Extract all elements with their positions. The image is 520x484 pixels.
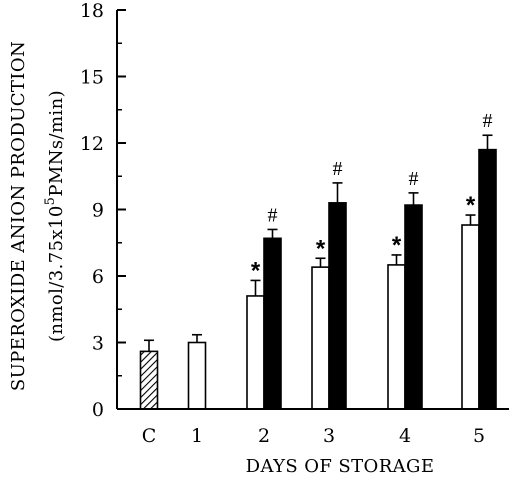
y-axis-title-line1: SUPEROXIDE ANION PRODUCTION <box>8 41 29 391</box>
x-category-label: 1 <box>191 425 203 447</box>
bar-filled <box>263 237 282 410</box>
bar-open <box>387 264 406 410</box>
significance-star-marker: * <box>392 232 402 259</box>
bar-open <box>461 224 480 410</box>
y-tick-label: 18 <box>80 0 104 22</box>
bar-open <box>187 341 207 410</box>
x-category-label: 2 <box>258 425 270 447</box>
x-category-label: 3 <box>323 425 335 447</box>
bar-open <box>246 295 265 410</box>
bar-filled <box>478 148 497 410</box>
significance-hash-marker: # <box>333 158 343 180</box>
significance-hash-marker: # <box>268 204 278 226</box>
bar-filled <box>404 204 423 410</box>
y-tick-label: 15 <box>80 67 104 89</box>
y-tick-label: 3 <box>92 333 104 355</box>
bar-filled <box>328 202 347 410</box>
significance-star-marker: * <box>466 192 476 219</box>
x-category-label: C <box>142 425 157 447</box>
y-tick-label: 9 <box>92 200 104 222</box>
y-tick-label: 0 <box>92 399 104 421</box>
y-axis-ticks: 0 3 6 9 12 15 18 <box>80 0 126 421</box>
bar-hatched <box>139 350 159 410</box>
bar-open <box>311 266 330 410</box>
bars: * # * # * # * # <box>117 110 509 410</box>
y-axis-title: SUPEROXIDE ANION PRODUCTION (nmol/3.75x1… <box>8 41 67 391</box>
y-axis-title-line2: (nmol/3.75x105PMNs/min) <box>43 90 67 342</box>
x-axis-title: DAYS OF STORAGE <box>246 456 435 477</box>
significance-star-marker: * <box>316 235 326 262</box>
x-axis-categories: C 1 2 3 4 5 <box>142 425 485 447</box>
significance-hash-marker: # <box>483 110 493 132</box>
x-category-label: 5 <box>473 425 485 447</box>
y-tick-label: 12 <box>80 133 104 155</box>
y-tick-label: 6 <box>92 266 104 288</box>
x-category-label: 4 <box>399 425 411 447</box>
significance-star-marker: * <box>251 257 261 284</box>
significance-hash-marker: # <box>409 168 419 190</box>
